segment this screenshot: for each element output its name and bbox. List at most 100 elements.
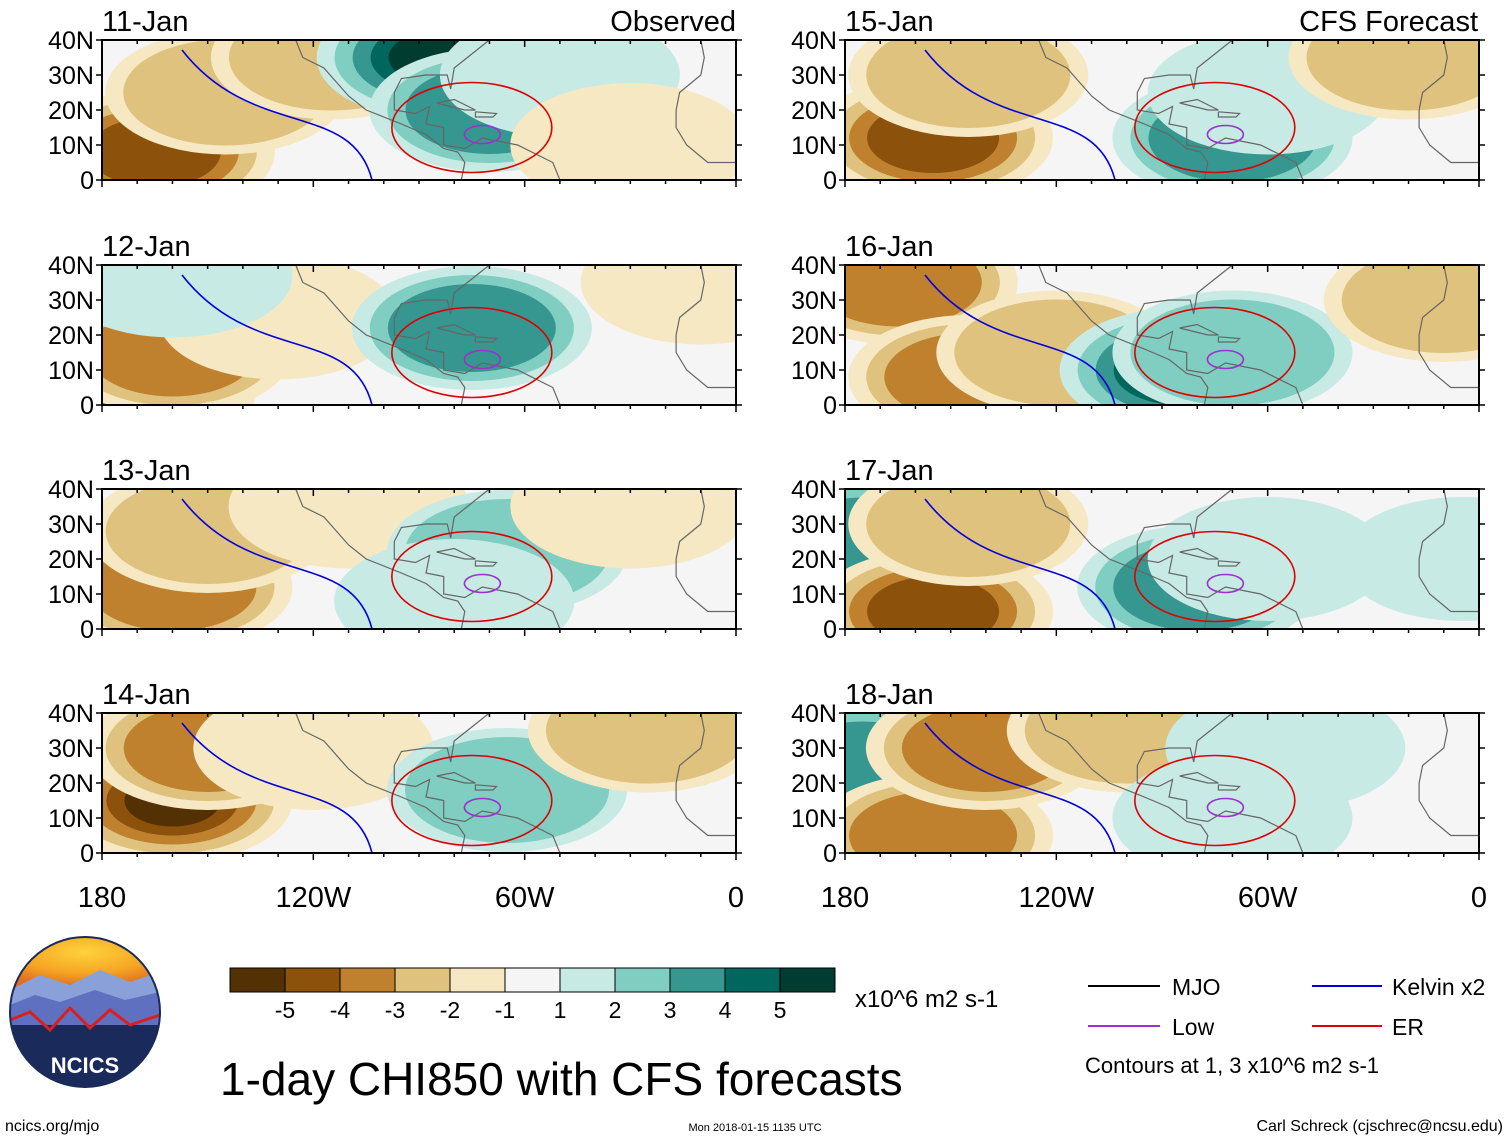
coastline (1418, 713, 1479, 837)
y-tick-label: 0 (823, 392, 837, 420)
x-tick-label: 0 (728, 882, 744, 914)
kelvin-contour (924, 49, 1116, 180)
coastline (474, 560, 498, 567)
coastline (675, 489, 736, 613)
colorbar: -5 -4 -3 -2 -1 1 2 3 4 5 (229, 967, 836, 1023)
y-tick-label: 10N (48, 132, 94, 160)
coastline (295, 489, 466, 629)
colorbar-swatch (559, 967, 616, 993)
y-tick-label: 0 (80, 840, 94, 868)
anomaly-blob (866, 40, 1071, 128)
coastline (1038, 489, 1209, 629)
coastline (1038, 713, 1209, 853)
colorbar-swatch (724, 967, 781, 993)
anomaly-blob (1130, 299, 1335, 405)
ncics-logo: NCICS (9, 936, 161, 1088)
panel-18-Jan: 40N 30N 20N 10N 0 18-Jan (791, 679, 1485, 868)
anomaly-blob (545, 713, 736, 784)
y-tick-label: 20N (48, 770, 94, 798)
coastline (675, 265, 736, 389)
coastline (1217, 560, 1241, 567)
colorbar-swatch (284, 967, 341, 993)
y-tick-label: 30N (48, 511, 94, 539)
colorbar-tick-label: 3 (664, 997, 677, 1023)
legend-er-label: ER (1392, 1014, 1424, 1040)
low-contour (1206, 124, 1245, 145)
colorbar-unit: x10^6 m2 s-1 (855, 986, 998, 1013)
legend: MJO Kelvin x2 Low ER Contours at 1, 3 x1… (1085, 974, 1485, 1078)
y-tick-label: 10N (791, 357, 837, 385)
coastline (1136, 713, 1304, 853)
x-axis-labels: 180 120W 60W 0 180 120W 60W 0 (78, 882, 1487, 914)
footer-author: Carl Schreck (cjschrec@ncsu.edu) (1256, 1118, 1503, 1135)
coastline (1418, 40, 1479, 164)
anomaly-blob (845, 265, 982, 327)
coastline (1136, 265, 1304, 405)
footer-website[interactable]: ncics.org/mjo (5, 1118, 99, 1135)
y-tick-label: 20N (791, 97, 837, 125)
y-tick-label: 20N (791, 546, 837, 574)
x-tick-label: 120W (275, 882, 351, 914)
panel-15-Jan: 40N 30N 20N 10N 0 15-Jan (791, 6, 1485, 195)
coastline (1217, 336, 1241, 343)
coastline (393, 40, 561, 180)
colorbar-swatch (229, 967, 286, 993)
y-tick-label: 30N (48, 735, 94, 763)
coastline (1038, 40, 1209, 180)
coastline (474, 784, 498, 791)
kelvin-contour (924, 274, 1116, 405)
x-tick-label: 60W (1238, 882, 1298, 914)
coastline (1038, 265, 1209, 405)
y-tick-label: 20N (791, 322, 837, 350)
colorbar-tick-label: 1 (554, 997, 567, 1023)
er-contour (391, 530, 553, 623)
coastline (1217, 784, 1241, 791)
figure-title: 1-day CHI850 with CFS forecasts (220, 1053, 903, 1105)
y-tick-label: 0 (80, 392, 94, 420)
y-tick-label: 40N (791, 27, 837, 55)
anomaly-blob (510, 83, 736, 180)
anomaly-blob (867, 576, 1000, 629)
kelvin-contour (924, 498, 1116, 629)
y-tick-label: 20N (48, 97, 94, 125)
y-tick-label: 30N (48, 287, 94, 315)
coastline (1217, 111, 1241, 118)
coastline (393, 713, 561, 853)
panel-date: 13-Jan (102, 455, 191, 487)
footer-timestamp: Mon 2018-01-15 1135 UTC (688, 1122, 821, 1134)
er-contour (1134, 306, 1296, 399)
kelvin-contour (181, 498, 373, 629)
panel-13-Jan: 40N 30N 20N 10N 0 13-Jan (48, 455, 742, 644)
panel-date: 12-Jan (102, 231, 191, 263)
anomaly-blob (102, 265, 293, 338)
coastline (474, 336, 498, 343)
y-tick-label: 10N (791, 805, 837, 833)
colorbar-swatch (779, 967, 836, 993)
y-tick-label: 10N (48, 805, 94, 833)
panel-date: 15-Jan (845, 6, 934, 38)
coastline (295, 40, 466, 180)
y-tick-label: 40N (791, 252, 837, 280)
coastline (436, 323, 476, 336)
x-tick-label: 180 (78, 882, 126, 914)
panel-date: 14-Jan (102, 679, 191, 711)
y-tick-label: 10N (48, 357, 94, 385)
er-contour (391, 754, 553, 847)
legend-note: Contours at 1, 3 x10^6 m2 s-1 (1085, 1053, 1379, 1078)
y-tick-label: 20N (48, 546, 94, 574)
anomaly-blob (387, 284, 556, 372)
colorbar-swatch (449, 967, 506, 993)
coastline (295, 713, 466, 853)
y-tick-label: 40N (48, 476, 94, 504)
coastline (474, 111, 498, 118)
low-contour (463, 349, 502, 370)
panel-date: 11-Jan (102, 6, 189, 38)
y-tick-label: 0 (823, 616, 837, 644)
anomaly-blob (1147, 497, 1388, 621)
colorbar-tick-label: -2 (440, 997, 460, 1023)
coastline (393, 489, 561, 629)
kelvin-contour (181, 722, 373, 853)
kelvin-contour (924, 722, 1116, 853)
low-contour (463, 797, 502, 818)
logo-text: NCICS (51, 1053, 119, 1078)
